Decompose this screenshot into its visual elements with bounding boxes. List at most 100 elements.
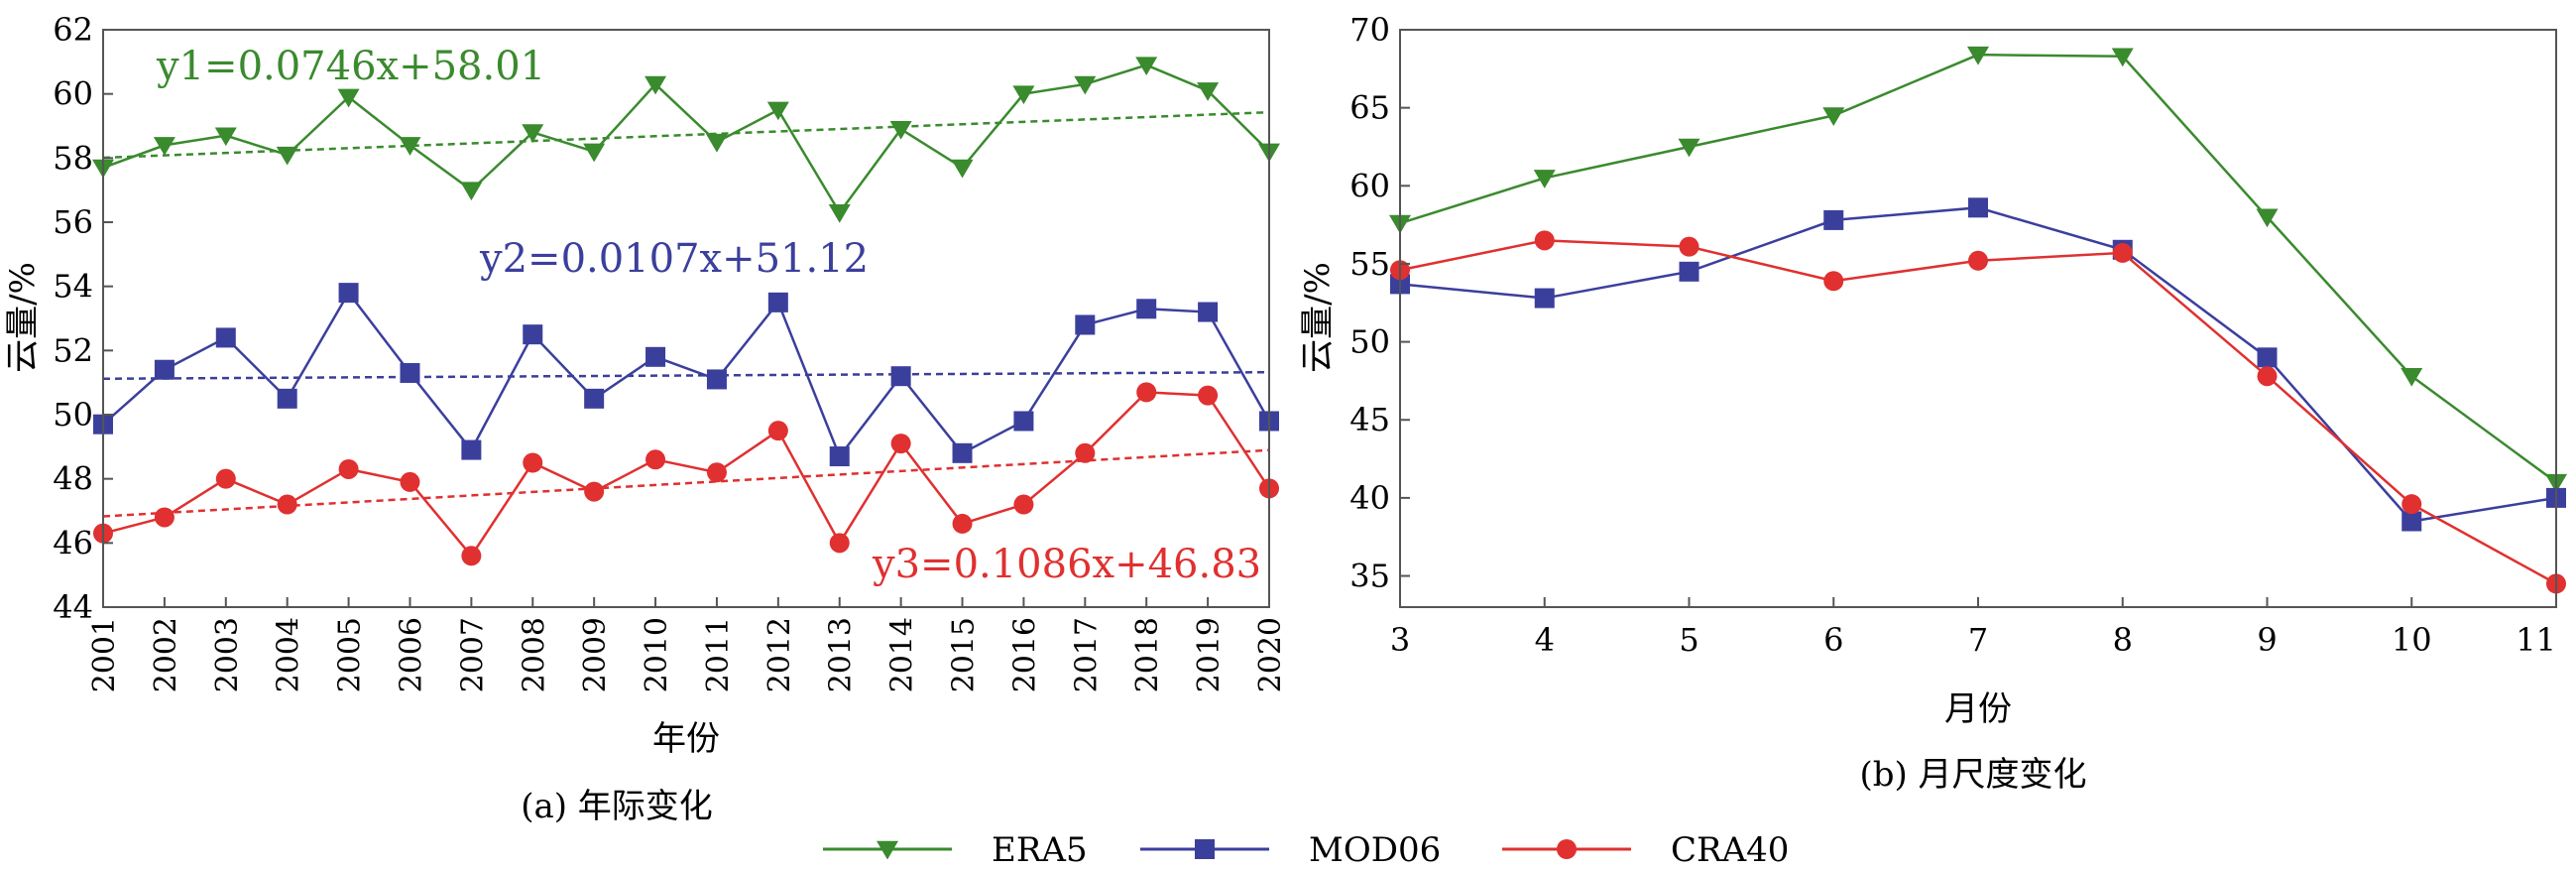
data-point-era5 bbox=[1197, 82, 1220, 101]
x-tick-label-a: 2015 bbox=[947, 617, 982, 692]
x-tick-label-a: 2018 bbox=[1130, 617, 1165, 692]
y-tick-label-a: 54 bbox=[53, 268, 93, 306]
panel-annual: 44 46 48 50 52 54 56 58 60 62 2001 2002 2003 2004 2005… bbox=[3, 11, 1288, 826]
x-tick-label-a: 2007 bbox=[455, 617, 490, 692]
y-tick-label-b: 45 bbox=[1349, 401, 1390, 438]
data-point-mod06 bbox=[1968, 197, 1988, 218]
legend-marker-mod06 bbox=[1195, 839, 1215, 859]
series-cra40-a bbox=[93, 382, 1279, 566]
legend-marker-era5 bbox=[877, 840, 898, 860]
data-point-mod06 bbox=[1075, 314, 1096, 335]
data-point-mod06 bbox=[1013, 411, 1034, 432]
data-point-era5 bbox=[399, 137, 421, 156]
legend-marker-cra40 bbox=[1557, 839, 1577, 859]
data-point-mod06 bbox=[645, 346, 666, 367]
legend-item-mod06: MOD06 bbox=[1140, 830, 1441, 870]
x-tick-label-b: 9 bbox=[2257, 621, 2277, 659]
data-point-mod06 bbox=[1679, 261, 1699, 282]
x-tick-label-a: 2016 bbox=[1007, 617, 1042, 692]
trend-equation-2: y2=0.0107x+51.12 bbox=[479, 236, 869, 282]
data-point-era5 bbox=[828, 204, 851, 223]
y-tick-label-b: 70 bbox=[1349, 11, 1390, 49]
data-point-era5 bbox=[1074, 75, 1097, 95]
x-tick-label-a: 2006 bbox=[394, 617, 428, 692]
data-point-mod06 bbox=[215, 327, 236, 348]
data-point-era5 bbox=[337, 88, 360, 108]
x-tick-label-b: 6 bbox=[1823, 621, 1843, 659]
trend-equation-1: y1=0.0746x+58.01 bbox=[156, 44, 545, 89]
data-point-cra40 bbox=[277, 494, 297, 515]
data-point-cra40 bbox=[645, 449, 666, 470]
trend-equation-3: y3=0.1086x+46.83 bbox=[872, 542, 1261, 587]
series-line-era5 bbox=[102, 63, 1270, 215]
data-point-era5 bbox=[1012, 85, 1035, 105]
data-point-cra40 bbox=[461, 546, 482, 566]
data-point-cra40 bbox=[1823, 271, 1844, 292]
data-point-era5 bbox=[214, 127, 237, 147]
data-point-cra40 bbox=[400, 471, 420, 492]
data-point-era5 bbox=[644, 75, 667, 95]
data-point-era5 bbox=[2400, 367, 2423, 387]
x-tick-label-a: 2005 bbox=[333, 617, 368, 692]
y-axis-label-b: 云量/% bbox=[1298, 262, 1338, 373]
data-point-cra40 bbox=[1013, 494, 1034, 515]
data-point-mod06 bbox=[1823, 209, 1844, 230]
data-point-cra40 bbox=[338, 458, 359, 479]
trendline-mod06 bbox=[102, 370, 1270, 381]
data-point-era5 bbox=[951, 159, 974, 179]
x-tick-label-b: 5 bbox=[1679, 621, 1698, 659]
data-point-cra40 bbox=[215, 468, 236, 489]
series-mod06-b bbox=[1390, 197, 2566, 532]
data-point-cra40 bbox=[890, 434, 911, 454]
data-point-cra40 bbox=[767, 421, 788, 441]
caption-a: (a) 年际变化 bbox=[521, 787, 713, 826]
series-line-cra40 bbox=[102, 391, 1271, 559]
data-point-era5 bbox=[460, 182, 483, 201]
data-point-mod06 bbox=[1136, 299, 1157, 319]
trendline-cra40 bbox=[102, 448, 1270, 518]
x-tick-label-a: 2017 bbox=[1069, 617, 1104, 692]
data-point-cra40 bbox=[1534, 230, 1555, 251]
y-tick-label-a: 60 bbox=[53, 75, 93, 113]
x-tick-label-b: 10 bbox=[2392, 621, 2432, 659]
data-point-era5 bbox=[705, 133, 728, 153]
data-point-mod06 bbox=[2401, 511, 2422, 532]
data-point-era5 bbox=[1135, 57, 1158, 76]
data-point-era5 bbox=[276, 146, 298, 166]
series-cra40-b bbox=[1390, 230, 2566, 594]
legend-label: CRA40 bbox=[1671, 830, 1789, 870]
data-point-cra40 bbox=[2112, 242, 2133, 263]
data-point-mod06 bbox=[400, 362, 420, 383]
x-tick-label-a: 2011 bbox=[701, 617, 736, 692]
x-tick-label-b: 8 bbox=[2113, 621, 2133, 659]
y-tick-label-b: 35 bbox=[1349, 558, 1390, 595]
data-point-cra40 bbox=[1968, 250, 1988, 271]
y-tick-label-a: 48 bbox=[53, 460, 93, 498]
y-axis-label-a: 云量/% bbox=[3, 262, 43, 373]
data-point-cra40 bbox=[1679, 236, 1699, 257]
x-tick-label-b: 7 bbox=[1968, 621, 1988, 659]
data-point-cra40 bbox=[1075, 442, 1096, 463]
data-point-cra40 bbox=[584, 481, 605, 502]
data-point-mod06 bbox=[829, 446, 850, 467]
data-point-cra40 bbox=[1198, 385, 1219, 406]
plot-frame-b bbox=[1399, 29, 2557, 608]
data-point-mod06 bbox=[338, 283, 359, 304]
x-tick-label-a: 2001 bbox=[87, 617, 122, 692]
legend-item-era5: ERA5 bbox=[823, 830, 1088, 870]
y-tick-label-b: 65 bbox=[1349, 89, 1390, 127]
x-tick-label-a: 2020 bbox=[1253, 617, 1288, 692]
x-tick-label-b: 11 bbox=[2516, 621, 2556, 659]
data-point-mod06 bbox=[890, 366, 911, 387]
series-era5-a bbox=[92, 57, 1280, 223]
plot-frame-a bbox=[102, 29, 1270, 608]
data-point-era5 bbox=[1967, 46, 1989, 65]
y-tick-label-a: 50 bbox=[53, 396, 93, 434]
legend-label: MOD06 bbox=[1309, 830, 1441, 870]
legend-item-cra40: CRA40 bbox=[1502, 830, 1789, 870]
y-tick-label-a: 58 bbox=[53, 139, 93, 177]
x-tick-label-a: 2008 bbox=[517, 617, 551, 692]
y-tick-label-a: 52 bbox=[53, 331, 93, 369]
x-tick-label-a: 2014 bbox=[885, 617, 920, 692]
